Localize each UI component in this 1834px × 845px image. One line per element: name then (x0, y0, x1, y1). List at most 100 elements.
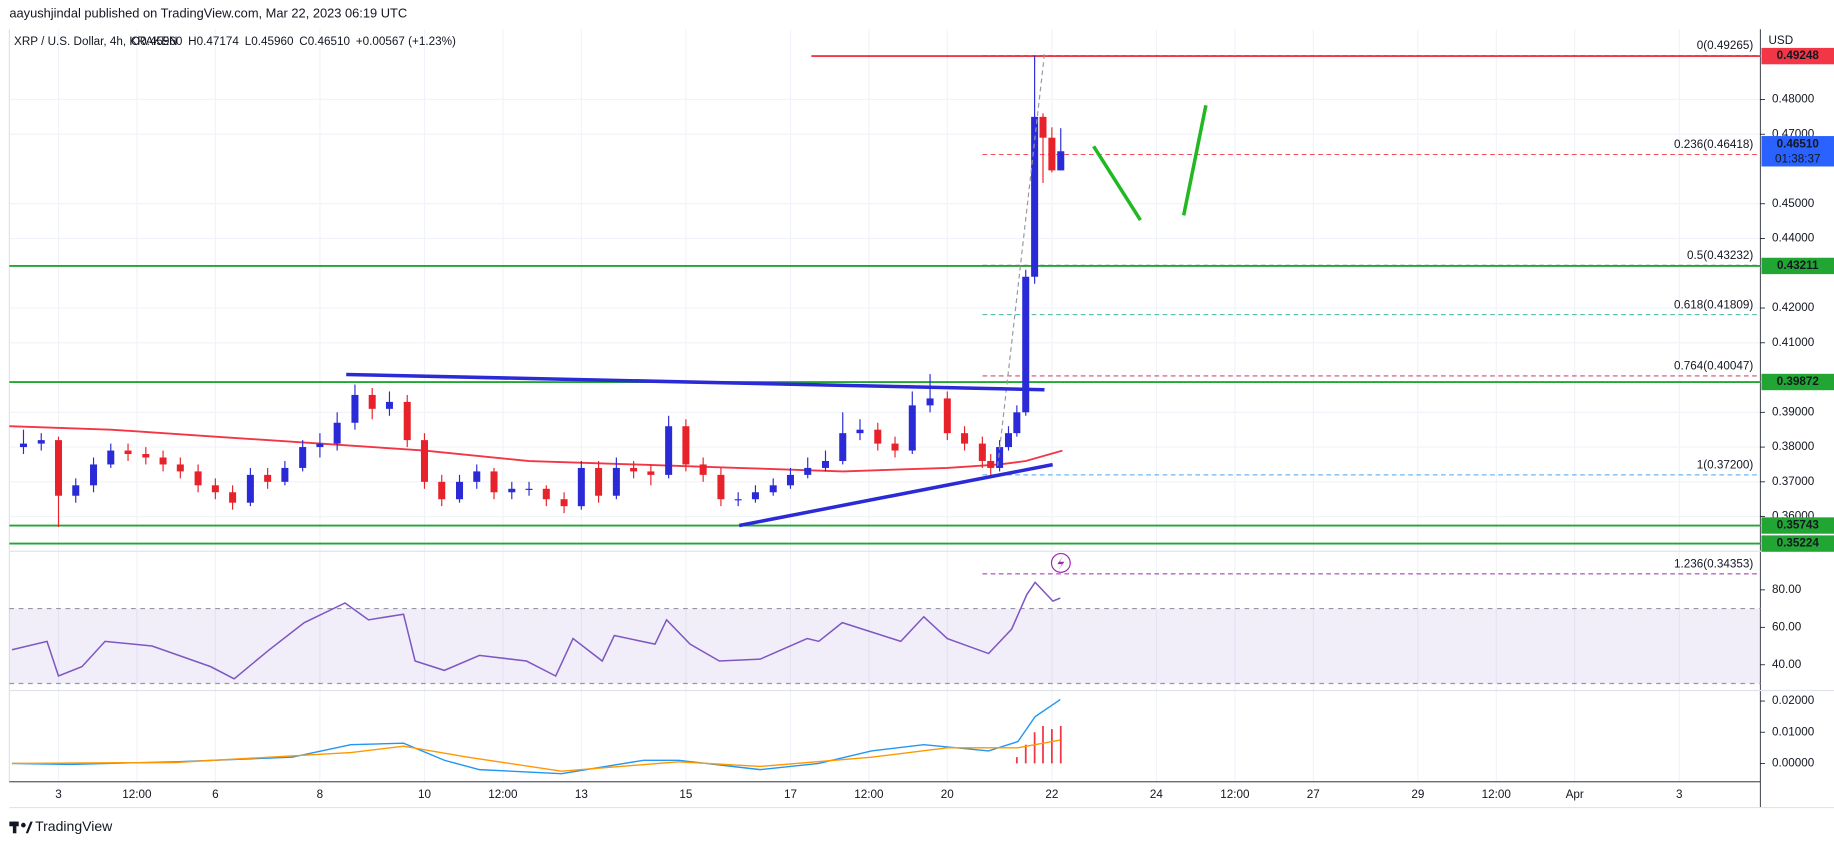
macd-line (11, 739, 1061, 772)
y-tick-label: 0.37000 (1772, 475, 1815, 488)
level-badge (1761, 517, 1834, 534)
rsi-line (11, 581, 1061, 680)
x-tick-label: 12:00 (1220, 788, 1250, 801)
brand: TradingView (35, 818, 113, 834)
y-tick-label: 0.48000 (1772, 93, 1815, 106)
candle-body (229, 492, 237, 503)
candle-body (54, 440, 63, 496)
x-tick-label: 8 (317, 788, 324, 801)
fib-label: 1(0.37200) (1697, 459, 1754, 472)
x-tick-label: 24 (1150, 788, 1163, 801)
candle-body (1031, 116, 1039, 277)
x-tick-label: 12:00 (854, 788, 884, 801)
candle-body (786, 474, 794, 486)
candle-body (717, 474, 725, 500)
candle-body (821, 460, 830, 468)
candle-body (856, 429, 864, 434)
x-tick-label: 13 (575, 788, 588, 801)
x-tick-label: 15 (679, 788, 692, 801)
level-label: 0.43211 (1777, 259, 1819, 272)
arrow-down (1092, 145, 1142, 221)
candle-body (1013, 412, 1021, 434)
candle-body (107, 450, 115, 465)
fib-label: 0.236(0.46418) (1674, 138, 1753, 151)
candle-body (90, 464, 98, 486)
fib-label: 0.764(0.40047) (1674, 360, 1753, 373)
y-tick-label: 0.42000 (1772, 301, 1815, 314)
x-tick-label: 3 (55, 788, 62, 801)
candle-body (316, 443, 324, 448)
candle-body (699, 464, 707, 475)
y-tick-label: 0.45000 (1772, 197, 1815, 210)
candle-body (490, 471, 498, 493)
ohlc-value: L0.45960 (245, 35, 294, 48)
candle-body (926, 398, 934, 406)
ohlc-value: +0.00567 (+1.23%) (356, 35, 456, 48)
candle-body (211, 485, 219, 493)
fib-label: 0.5(0.43232) (1687, 249, 1753, 262)
candle-body (385, 401, 393, 409)
countdown: 01:38:37 (1775, 153, 1820, 166)
candle-body (647, 471, 655, 475)
candle-body (908, 405, 916, 451)
candle-body (351, 394, 359, 423)
y-tick-label: 0.00000 (1772, 756, 1815, 769)
candle-body (665, 426, 673, 475)
trend-line (738, 462, 1054, 528)
level-label: 0.35743 (1777, 519, 1820, 532)
candle-body (1004, 433, 1012, 448)
current-price: 0.46510 (1777, 137, 1820, 150)
candle-body (176, 464, 184, 472)
ohlc-value: O0.45960 (131, 35, 183, 48)
y-tick-label: 0.38000 (1772, 440, 1815, 453)
x-tick-label: 6 (212, 788, 219, 801)
candle-body (438, 481, 446, 500)
candle-body (612, 467, 620, 496)
y-tick-label: 0.44000 (1772, 232, 1815, 245)
candle-body (142, 454, 150, 458)
candle-body (1022, 276, 1030, 413)
plot: 0.480000.470000.450000.440000.420000.410… (9, 35, 1834, 801)
candle-body (595, 467, 603, 496)
level-label: 0.49248 (1777, 49, 1820, 62)
candle-body (769, 485, 777, 493)
candle-body (368, 394, 376, 409)
fib-trend-line (997, 53, 1046, 466)
candle-body (333, 422, 341, 444)
candle-body (246, 474, 254, 503)
candle-body (420, 440, 428, 482)
candle-body (961, 433, 969, 444)
candle-body (281, 467, 289, 482)
candle-body (19, 443, 27, 448)
candle-body (159, 457, 167, 465)
x-tick-label: 3 (1676, 788, 1683, 801)
published-note: aayushjindal published on TradingView.co… (9, 5, 407, 20)
y-tick-label: 0.01000 (1772, 725, 1815, 738)
ohlc-value: C0.46510 (299, 35, 350, 48)
candle-body (682, 426, 690, 465)
price-badge (1761, 136, 1834, 167)
fib-label: 1.236(0.34353) (1674, 558, 1753, 571)
trend-line (346, 372, 1045, 392)
level-badge (1761, 535, 1834, 552)
candle-body (508, 488, 516, 493)
fib-label: 0.618(0.41809) (1674, 298, 1753, 311)
y-tick-label: 0.02000 (1772, 694, 1815, 707)
candle-body (560, 499, 568, 507)
candle-body (473, 471, 481, 482)
x-tick-label: 29 (1411, 788, 1424, 801)
x-tick-label: Apr (1566, 788, 1584, 801)
x-tick-label: 12:00 (1482, 788, 1512, 801)
event-icon-bolt (1057, 555, 1065, 570)
candle-body (839, 433, 847, 461)
candle-body (403, 401, 411, 441)
y-tick-label: 0.39000 (1772, 405, 1815, 418)
logo-part (12, 821, 17, 834)
candle-body (194, 471, 202, 486)
logo-part (21, 822, 26, 828)
y-tick-label: 0.41000 (1772, 336, 1815, 349)
candle-body (264, 474, 272, 482)
candle-body (978, 443, 986, 461)
candle-body (1048, 137, 1056, 171)
